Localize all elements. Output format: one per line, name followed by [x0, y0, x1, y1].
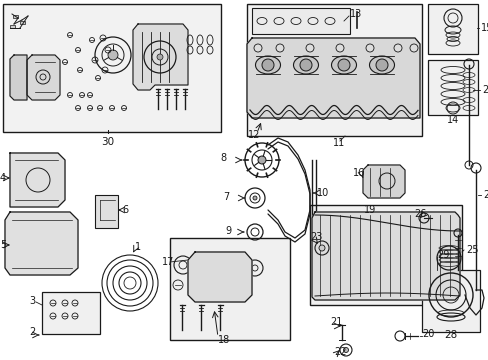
Text: 15: 15 — [480, 23, 488, 33]
Circle shape — [262, 59, 273, 71]
Circle shape — [337, 59, 349, 71]
Text: 8: 8 — [220, 153, 225, 163]
Bar — [95, 195, 118, 228]
Text: 13: 13 — [349, 9, 362, 19]
Polygon shape — [27, 55, 60, 100]
Text: 21: 21 — [329, 317, 342, 327]
Text: 19: 19 — [363, 205, 375, 215]
Bar — [427, 4, 477, 54]
Bar — [309, 205, 461, 305]
Text: 29: 29 — [436, 250, 448, 260]
Circle shape — [365, 44, 373, 52]
Circle shape — [252, 196, 257, 200]
Text: 1: 1 — [135, 242, 141, 252]
Bar — [421, 270, 479, 332]
Polygon shape — [10, 153, 65, 207]
Circle shape — [305, 44, 313, 52]
Text: 25: 25 — [465, 245, 478, 255]
Circle shape — [318, 245, 325, 251]
Ellipse shape — [293, 56, 318, 74]
Bar — [246, 4, 421, 136]
Polygon shape — [133, 24, 187, 90]
Bar — [42, 292, 100, 334]
Text: 17: 17 — [162, 257, 174, 267]
Text: 26: 26 — [413, 209, 426, 219]
Text: 14: 14 — [446, 115, 458, 125]
Bar — [3, 4, 221, 132]
Ellipse shape — [255, 56, 280, 74]
Circle shape — [108, 50, 118, 60]
Bar — [10, 24, 15, 27]
Circle shape — [275, 44, 284, 52]
Text: 2: 2 — [29, 327, 35, 337]
Bar — [13, 14, 18, 18]
Text: 16: 16 — [352, 168, 365, 178]
Circle shape — [375, 59, 387, 71]
Text: 11: 11 — [332, 138, 345, 148]
Text: 6: 6 — [122, 205, 128, 215]
Text: 18: 18 — [218, 335, 230, 345]
Polygon shape — [5, 212, 78, 275]
Polygon shape — [246, 38, 419, 118]
Polygon shape — [362, 165, 404, 198]
Circle shape — [253, 44, 262, 52]
Text: 4: 4 — [0, 173, 6, 183]
Text: 3: 3 — [29, 296, 35, 306]
Ellipse shape — [331, 56, 356, 74]
Text: 10: 10 — [316, 188, 328, 198]
Text: 9: 9 — [224, 226, 231, 236]
Bar — [20, 21, 25, 23]
Text: 5: 5 — [0, 240, 6, 250]
Circle shape — [393, 44, 401, 52]
Text: 24: 24 — [482, 190, 488, 200]
Circle shape — [157, 54, 163, 60]
Text: 28: 28 — [444, 330, 457, 340]
Bar — [251, 8, 349, 34]
Text: 27: 27 — [481, 85, 488, 95]
Circle shape — [215, 272, 224, 282]
Text: 12: 12 — [247, 130, 260, 140]
Bar — [170, 238, 289, 340]
Circle shape — [258, 156, 265, 164]
Ellipse shape — [369, 56, 394, 74]
Circle shape — [343, 347, 348, 352]
Polygon shape — [311, 212, 459, 300]
Polygon shape — [10, 55, 27, 100]
Text: 30: 30 — [101, 137, 114, 147]
Circle shape — [335, 44, 343, 52]
Circle shape — [299, 59, 311, 71]
Text: 22: 22 — [333, 347, 346, 357]
Text: 23: 23 — [309, 232, 322, 242]
Text: 7: 7 — [223, 192, 229, 202]
Polygon shape — [187, 252, 251, 302]
Circle shape — [409, 44, 417, 52]
Bar — [427, 60, 477, 115]
Text: 20: 20 — [421, 329, 433, 339]
